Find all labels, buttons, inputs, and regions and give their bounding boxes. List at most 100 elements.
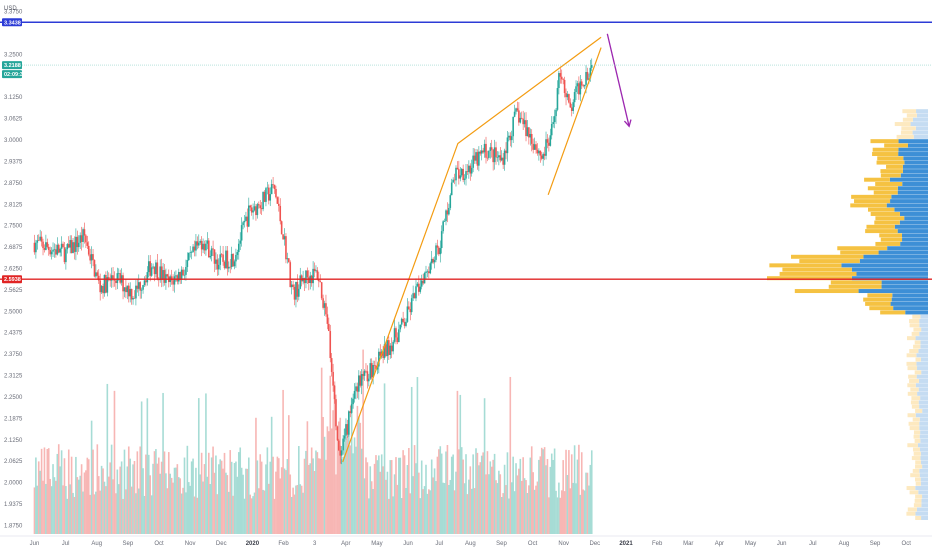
candle-body: [445, 210, 447, 222]
candle-body: [562, 79, 564, 80]
profile-row-down: [881, 284, 928, 289]
volume-bar: [197, 398, 200, 534]
volume-bar: [326, 426, 329, 534]
volume-bar: [476, 452, 479, 534]
profile-row-down: [919, 323, 928, 328]
candle-body: [196, 241, 199, 246]
candle-body: [152, 266, 154, 268]
profile-row-down: [892, 293, 928, 298]
volume-bar: [362, 349, 364, 534]
candle-body: [222, 254, 224, 262]
wedge-upper-line[interactable]: [342, 36, 602, 463]
candle-body: [255, 206, 257, 216]
candle-body: [475, 152, 477, 161]
resistance-price-tag-bg: [2, 18, 22, 27]
volume-bar: [525, 480, 527, 534]
volume-bar: [552, 459, 554, 534]
volume-bar: [227, 491, 230, 534]
profile-row-down: [900, 173, 928, 178]
volume-bar: [135, 493, 137, 534]
x-tick-label: Oct: [528, 541, 538, 547]
volume-bar: [542, 449, 544, 534]
candle-body: [142, 285, 144, 290]
wedge-lower-line[interactable]: [547, 47, 602, 196]
support-price-tag: 2.5938: [4, 277, 21, 283]
volume-bar: [117, 484, 120, 534]
volume-bar: [426, 493, 429, 534]
candle-body: [245, 216, 247, 221]
down-arrow-head[interactable]: [623, 119, 632, 128]
volume-bar: [299, 484, 302, 534]
candle-body: [77, 242, 80, 248]
candle-body: [258, 204, 260, 206]
candle-body: [279, 205, 282, 222]
candle-body: [122, 275, 124, 292]
candle-body: [182, 269, 184, 276]
profile-row-up: [850, 203, 887, 208]
volume-bar: [110, 444, 113, 534]
volume-bar: [65, 486, 67, 534]
support-price-tag-bg: [2, 275, 22, 284]
profile-row-up: [837, 246, 888, 251]
candle-body: [486, 157, 489, 159]
profile-row-up: [900, 130, 913, 135]
candle-body: [345, 424, 347, 436]
volume-bar: [202, 481, 204, 534]
volume-bar: [589, 464, 592, 534]
volume-bar: [499, 474, 502, 534]
profile-row-up: [880, 173, 901, 178]
volume-bar: [260, 461, 263, 534]
volume-bar: [247, 457, 250, 534]
volume-bar: [199, 474, 202, 534]
volume-bar: [163, 451, 166, 534]
candle-body: [166, 274, 169, 277]
down-arrow-shaft[interactable]: [606, 33, 630, 127]
candle-body: [232, 253, 234, 267]
candle-body: [60, 243, 63, 249]
candle-body: [348, 411, 350, 435]
profile-row-up: [915, 357, 921, 362]
volume-bar: [512, 456, 514, 534]
volume-bar: [50, 486, 53, 534]
volume-bar: [516, 475, 519, 534]
volume-bar: [215, 455, 217, 534]
candle-body: [186, 260, 189, 268]
candle-body: [319, 281, 322, 283]
profile-row-down: [916, 353, 928, 358]
candle-body: [376, 366, 379, 370]
profile-row-down: [915, 486, 928, 491]
profile-row-up: [886, 164, 903, 169]
volume-bar: [252, 496, 254, 534]
volume-bar: [99, 490, 101, 534]
candle-body: [366, 371, 369, 382]
volume-bar: [90, 420, 93, 534]
volume-bar: [310, 447, 313, 534]
volume-bar: [358, 416, 360, 534]
candle-body: [396, 337, 399, 343]
volume-bar: [85, 470, 87, 534]
candle-body: [136, 285, 139, 289]
volume-bar: [318, 458, 320, 534]
candle-body: [276, 197, 279, 204]
y-tick-label: 2.5625: [4, 288, 23, 294]
volume-bar: [340, 459, 343, 534]
volume-bar: [490, 466, 493, 534]
candle-body: [478, 151, 480, 166]
currency-label: USD: [4, 6, 17, 12]
candle-body: [495, 147, 497, 158]
candle-body: [259, 205, 262, 209]
profile-row-down: [915, 413, 928, 418]
profile-row-down: [920, 481, 928, 486]
profile-row-up: [872, 152, 899, 157]
candle-body: [332, 371, 334, 386]
volume-bar: [206, 476, 209, 534]
candle-body: [93, 259, 96, 277]
volume-bar: [498, 470, 500, 534]
volume-bar: [518, 468, 520, 534]
volume-bar: [343, 428, 346, 534]
volume-bar: [436, 456, 439, 534]
volume-bar: [348, 411, 350, 534]
volume-bar: [245, 468, 247, 534]
